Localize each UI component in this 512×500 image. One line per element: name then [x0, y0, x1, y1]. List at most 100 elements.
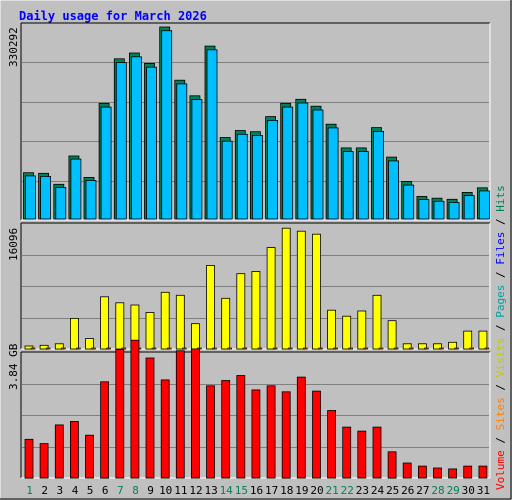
bar-visits-day-13 [212, 347, 217, 350]
bar-volume-day-20 [312, 390, 321, 479]
bar-files-day-6 [100, 106, 112, 220]
x-tick-label: 16 [250, 484, 263, 497]
x-tick-label: 17 [265, 484, 278, 497]
bar-volume-day-2 [39, 443, 49, 479]
bar-files-day-2 [40, 176, 51, 220]
bar-pages-day-14 [221, 297, 231, 350]
bar-volume-day-12 [190, 348, 200, 479]
x-tick-label: 11 [174, 484, 187, 497]
bar-files-day-28 [433, 200, 445, 220]
bar-files-day-30 [463, 195, 475, 220]
x-tick-label: 26 [401, 484, 414, 497]
bar-pages-day-16 [251, 271, 261, 350]
bar-files-day-17 [267, 120, 279, 220]
bar-volume-day-25 [387, 451, 397, 479]
x-tick-label: 15 [235, 484, 248, 497]
bar-pages-day-5 [85, 338, 94, 350]
x-tick-label: 24 [371, 484, 385, 497]
bar-visits-day-1 [30, 347, 36, 350]
bar-pages-day-31 [478, 330, 488, 350]
bar-visits-day-27 [424, 347, 429, 350]
bar-files-day-19 [297, 102, 309, 220]
x-tick-label: 8 [132, 484, 139, 497]
bar-visits-day-10 [166, 347, 172, 350]
bar-files-day-9 [146, 66, 157, 220]
bar-pages-day-15 [236, 273, 246, 350]
bar-visits-day-9 [151, 347, 157, 350]
axis-max-label: 3.84 GB [7, 343, 20, 390]
bar-volume-day-28 [433, 467, 442, 479]
x-tick-label: 25 [386, 484, 399, 497]
bar-visits-day-2 [45, 347, 51, 350]
bar-volume-day-11 [175, 350, 185, 479]
bar-pages-day-21 [327, 309, 337, 350]
bar-pages-day-28 [433, 343, 442, 350]
bar-pages-day-4 [70, 317, 79, 350]
bar-files-day-8 [130, 56, 142, 220]
bar-visits-day-19 [302, 347, 308, 350]
bar-pages-day-2 [39, 344, 49, 350]
bar-files-day-31 [478, 190, 490, 220]
bar-volume-day-18 [281, 391, 291, 479]
bar-files-day-13 [206, 49, 218, 220]
bar-volume-day-17 [266, 385, 276, 479]
bar-visits-day-16 [257, 347, 263, 350]
chart-legend: Volume / Sites / Visits / Pages / Files … [494, 185, 507, 490]
x-tick-label: 5 [87, 484, 94, 497]
bar-volume-day-7 [115, 349, 125, 479]
bar-files-day-14 [221, 140, 233, 220]
bar-visits-day-26 [408, 347, 414, 350]
x-tick-label: 28 [431, 484, 444, 497]
bar-visits-day-29 [454, 347, 459, 350]
bar-visits-day-25 [393, 347, 399, 350]
bar-files-day-15 [236, 133, 248, 220]
bar-files-day-23 [357, 151, 369, 220]
bar-pages-day-24 [372, 294, 382, 350]
bar-pages-day-18 [281, 227, 291, 350]
bar-visits-day-17 [272, 347, 278, 350]
bar-visits-day-24 [378, 347, 384, 350]
bar-visits-day-21 [333, 347, 338, 350]
bar-visits-day-6 [106, 347, 111, 350]
bar-pages-day-29 [448, 341, 458, 350]
bar-volume-day-31 [478, 465, 488, 479]
legend-separator: / [494, 318, 507, 338]
legend-entry-sites: Sites [494, 397, 507, 430]
bar-files-day-27 [418, 199, 430, 220]
bar-visits-day-3 [60, 347, 66, 350]
bar-visits-day-18 [287, 347, 293, 350]
x-axis-labels: 1 2 3 4 5 6 7 8 9 10 11 12 13 14 15 16 17 18 19 20 21 22 23 24 2… [26, 484, 490, 497]
bar-volume-day-30 [463, 465, 473, 479]
bar-visits-day-20 [318, 347, 323, 350]
legend-entry-files: Files [494, 232, 507, 265]
bar-pages-day-3 [54, 343, 64, 350]
x-tick-label: 2 [41, 484, 48, 497]
x-tick-label: 9 [147, 484, 154, 497]
bar-visits-day-28 [439, 347, 444, 350]
x-tick-label: 31 [477, 484, 490, 497]
bar-volume-day-22 [342, 426, 352, 479]
legend-separator: / [494, 212, 507, 232]
bar-files-day-1 [25, 175, 36, 220]
bar-files-day-5 [85, 180, 97, 220]
bar-pages-day-20 [312, 233, 321, 350]
bar-visits-day-11 [182, 347, 187, 350]
x-tick-label: 3 [56, 484, 63, 497]
bar-volume-day-21 [327, 410, 337, 479]
bar-volume-day-10 [160, 379, 170, 479]
bar-volume-day-5 [85, 434, 94, 479]
bar-pages-day-26 [402, 343, 412, 350]
bar-volume-day-4 [70, 420, 79, 479]
bar-pages-day-11 [175, 294, 185, 350]
bar-visits-day-23 [363, 347, 369, 350]
bar-files-day-11 [176, 83, 188, 220]
bar-pages-day-17 [266, 247, 276, 350]
bar-pages-day-9 [145, 312, 155, 350]
bar-files-day-29 [448, 202, 460, 220]
x-tick-label: 4 [72, 484, 79, 497]
bar-files-day-12 [191, 99, 203, 220]
x-tick-label: 21 [325, 484, 338, 497]
legend-separator: / [494, 265, 507, 285]
